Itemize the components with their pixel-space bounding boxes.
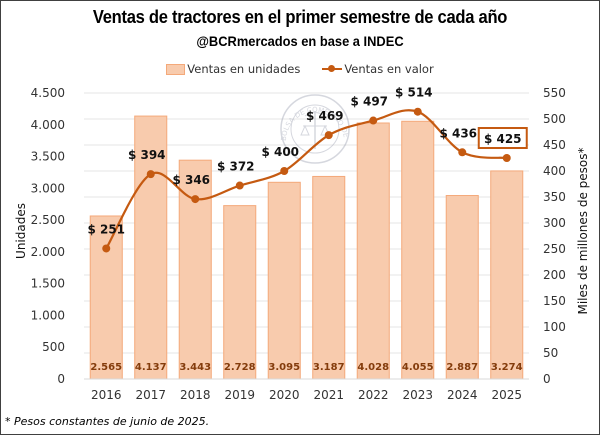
value-point-2024	[458, 148, 467, 157]
value-data-label: $ 394	[128, 148, 166, 162]
bars: 2.565 4.137 3.443 2.728 3.095 3.187 4.028 4.055…	[89, 115, 524, 380]
bar-data-label: 3.187	[313, 362, 345, 373]
seal-inner-ring	[290, 104, 340, 154]
y2-tick-label: 0	[543, 372, 551, 386]
value-data-label: $ 497	[350, 95, 388, 109]
y2-tick-label: 200	[543, 268, 566, 282]
value-point-2019	[235, 181, 244, 190]
highlight-label-box	[477, 127, 528, 149]
bar-data-label: 4.137	[135, 362, 167, 373]
y-tick-label: 500	[42, 340, 65, 354]
legend-label-value: Ventas en valor	[344, 62, 434, 76]
value-data-label: $ 514	[395, 86, 433, 100]
x-tick-label: 2018	[180, 388, 211, 402]
y2-tick-label: 250	[543, 242, 566, 256]
y2-tick-label: 550	[543, 86, 566, 100]
bar-2025	[490, 170, 524, 380]
value-data-label: $ 469	[306, 109, 344, 123]
y2-tick-label: 100	[543, 320, 566, 334]
bar-data-label: 2.565	[90, 362, 122, 373]
value-point-2017	[146, 170, 155, 179]
bar-2021	[312, 175, 346, 380]
bar-2024	[445, 195, 479, 380]
value-point-2021	[324, 131, 333, 140]
y-tick-label: 1.500	[31, 277, 65, 291]
bar-2019	[223, 205, 257, 380]
value-series-line	[105, 109, 507, 250]
value-point-2016	[102, 244, 111, 253]
bar-2020	[267, 181, 301, 380]
x-tick-label: 2024	[447, 388, 478, 402]
bar-data-label: 4.028	[357, 362, 389, 373]
y2-tick-label: 150	[543, 294, 566, 308]
legend-swatch-bar-icon	[166, 63, 186, 75]
y-tick-label: 0	[57, 372, 65, 386]
y-tick-label: 1.000	[31, 308, 65, 322]
chart-subtitle: @BCRmercados en base a INDEC	[196, 33, 404, 49]
bar-2016	[89, 215, 123, 380]
y2-tick-label: 50	[543, 346, 558, 360]
bar-2023	[401, 120, 435, 380]
value-data-label: $ 346	[172, 173, 210, 187]
y-tick-label: 4.500	[31, 86, 65, 100]
chart-title: Ventas de tractores en el primer semestr…	[92, 7, 508, 27]
value-data-label: $ 425	[484, 132, 522, 146]
y-axis-title: Unidades	[14, 203, 28, 259]
y-tick-label: 3.500	[31, 150, 65, 164]
x-tick-label: 2016	[91, 388, 122, 402]
x-tick-label: 2021	[313, 388, 344, 402]
bar-data-label: 3.443	[179, 362, 211, 373]
bar-2017	[134, 115, 168, 380]
footnote: * Pesos constantes de junio de 2025.	[5, 415, 210, 428]
x-tick-label: 2020	[269, 388, 300, 402]
y-tick-label: 2.500	[31, 213, 65, 227]
y2-tick-label: 350	[543, 190, 566, 204]
seal-outer-ring	[280, 94, 350, 164]
value-data-label: $ 251	[87, 222, 125, 236]
bar-data-label: 2.887	[446, 362, 478, 373]
y-tick-label: 3.000	[31, 181, 65, 195]
legend-label-units: Ventas en unidades	[187, 62, 301, 76]
axes: 05001.0001.5002.0002.5003.0003.5004.0004…	[31, 86, 566, 402]
y-tick-label: 4.000	[31, 118, 65, 132]
bar-data-label: 3.095	[268, 362, 300, 373]
y2-tick-label: 450	[543, 138, 566, 152]
seal-wings-icon	[304, 112, 326, 117]
x-tick-label: 2017	[135, 388, 166, 402]
legend-swatch-line-icon	[322, 64, 343, 74]
y-tick-label: 2.000	[31, 245, 65, 259]
value-point-2018	[191, 195, 200, 204]
y2-tick-label: 300	[543, 216, 566, 230]
value-point-2020	[280, 167, 289, 175]
y2-tick-label: 500	[543, 112, 566, 126]
bar-data-label: 4.055	[402, 362, 434, 373]
x-tick-label: 2019	[224, 388, 255, 402]
bar-data-label: 3.274	[491, 362, 523, 373]
value-point-2022	[369, 116, 378, 125]
value-line: $ 251 $ 394 $ 346 $ 372 $ 400 $ 469 $ 497 $ 514…	[87, 86, 528, 253]
x-tick-label: 2022	[358, 388, 389, 402]
legend-item-value: Ventas en valor	[322, 62, 434, 76]
watermark-seal: BOLSA DE COMERCIO DE ROSARIO	[1, 1, 350, 164]
x-tick-label: 2023	[402, 388, 433, 402]
value-data-label: $ 400	[261, 145, 299, 159]
bar-2022	[356, 122, 390, 380]
legend-item-units: Ventas en unidades	[166, 62, 300, 76]
value-point-2023	[413, 107, 422, 116]
bar-data-label: 2.728	[224, 362, 256, 373]
value-point-2025	[502, 154, 511, 162]
y2-axis-title: Miles de millones de pesos*	[576, 147, 590, 314]
legend: Ventas en unidades Ventas en valor	[1, 61, 599, 77]
value-data-label: $ 436	[439, 126, 477, 140]
y2-tick-label: 400	[543, 164, 566, 178]
x-tick-label: 2025	[491, 388, 522, 402]
value-data-label: $ 372	[217, 160, 255, 174]
